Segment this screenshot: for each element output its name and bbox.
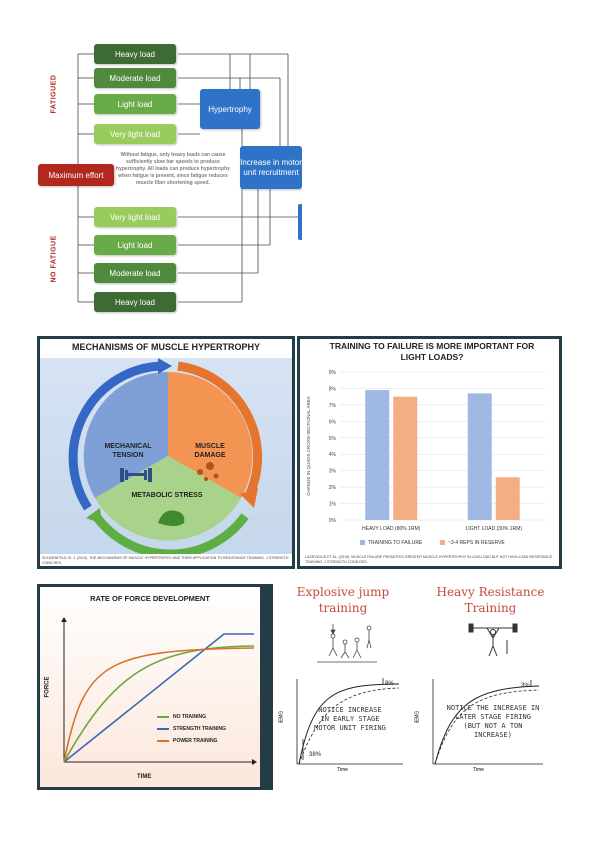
y-tick-label: 1% [329, 502, 337, 508]
legend-label: TRAINING TO FAILURE [368, 540, 423, 546]
x-axis-arrow [252, 759, 257, 765]
failure-bar-chart: 0% 1% 2% 3% 4% 5% 6% 7% 8% 9% CHANGE IN QUADS CROS… [306, 370, 545, 546]
failure-panel: TRAINING TO FAILURE IS MORE IMPORTANT FO… [297, 336, 562, 569]
nofatigue-heavy-load: Heavy load [94, 292, 176, 312]
y-tick-label: 6% [329, 419, 337, 425]
legend-strength-training: STRENGTH TRAINING [173, 726, 227, 732]
left-axis-y: iEMG [278, 710, 285, 724]
right-axis-x: Time [473, 767, 484, 773]
left-pct-top: 8% [385, 681, 394, 687]
rfd-xlabel: TIME [137, 774, 152, 780]
y-tick-label: 7% [329, 403, 337, 409]
y-tick-label: 0% [329, 518, 337, 524]
left-notice: NOTICE INCREASE IN EARLY STAGE MOTOR UNI… [314, 706, 386, 732]
category-label: HEAVY LOAD (80% 1RM) [362, 526, 421, 532]
right-axis-y: iEMG [414, 710, 421, 724]
nofatigue-very-light-load: Very light load [94, 207, 176, 227]
heavy-resistance-title: Heavy Resistance Training [436, 585, 545, 615]
motor-unit-recruitment-box: Increase in motor unit recruitment [240, 146, 302, 189]
left-axis-x: Time [337, 767, 348, 773]
y-axis-arrow [61, 617, 67, 622]
series-line [63, 647, 255, 763]
y-tick-label: 3% [329, 469, 337, 475]
bar [467, 393, 492, 520]
jumping-figures-icon [317, 624, 377, 663]
legend-swatch [360, 540, 365, 545]
right-pct: 3% [521, 683, 530, 689]
rfd-title: RATE OF FORCE DEVELOPMENT [90, 594, 210, 603]
fatigued-label: FATIGUED [50, 74, 58, 114]
series-line [63, 645, 255, 763]
hypertrophy-box: Hypertrophy [200, 89, 260, 129]
muscle-damage-icon [197, 462, 219, 481]
weightlifter-icon [468, 623, 518, 657]
metabolic-stress-label: METABOLIC STRESS [131, 492, 203, 499]
bar [495, 477, 520, 520]
failure-title: TRAINING TO FAILURE IS MORE IMPORTANT FO… [329, 341, 535, 362]
y-tick-label: 4% [329, 452, 337, 458]
no-fatigue-label: NO FATIGUE [50, 235, 58, 283]
bar [365, 390, 390, 520]
failure-citation: LASEVICIUS ET AL. (2019). MUSCLE FAILURE… [305, 555, 553, 564]
bar [393, 396, 418, 520]
series-line [63, 633, 254, 763]
fatigue-note: Without fatigue, only heavy loads can ca… [116, 152, 230, 186]
dumbbell-icon [120, 468, 152, 482]
flexed-arm-icon [158, 510, 185, 526]
flowchart-connectors [77, 53, 298, 303]
y-tick-label: 8% [329, 386, 337, 392]
category-label: LIGHT LOAD (30% 1RM) [466, 526, 523, 532]
maximum-effort-box: Maximum effort [38, 164, 114, 186]
fatigued-heavy-load: Heavy load [94, 44, 176, 64]
emg-drawings [296, 623, 543, 765]
fatigued-light-load: Light load [94, 94, 176, 114]
right-notice: NOTICE THE INCREASE IN LATER STAGE FIRIN… [446, 704, 540, 739]
y-axis-label: CHANGE IN QUADS CROSS-SECTIONAL AREA [306, 396, 311, 496]
y-tick-label: 2% [329, 485, 337, 491]
rfd-ylabel: FORCE [44, 676, 51, 698]
y-tick-label: 9% [329, 370, 337, 376]
explosive-title: Explosive jump training [296, 585, 390, 615]
emg-panel: Explosive jump training Heavy Resistance… [263, 584, 562, 790]
offpage-blue-box [298, 204, 302, 240]
mechanisms-panel: MECHANISMS OF MUSCLE HYPERTROPHY MECHANI… [37, 336, 295, 569]
rfd-legend: NO TRAINING STRENGTH TRAINING POWER TRAI… [157, 714, 226, 744]
left-emg-graph [296, 678, 403, 765]
load-flowchart: FATIGUED NO FATIGUE Maximum effort Heavy… [30, 34, 302, 319]
fatigued-very-light-load: Very light load [94, 124, 176, 144]
mechanisms-citation: SCHOENFELD, B. J. (2010). THE MECHANISMS… [42, 556, 289, 565]
muscle-damage-label: MUSCLE DAMAGE [194, 443, 226, 459]
mechanical-tension-label: MECHANICAL TENSION [104, 443, 152, 459]
rfd-line-chart [61, 617, 257, 765]
nofatigue-moderate-load: Moderate load [94, 263, 176, 283]
right-emg-graph [432, 679, 543, 765]
legend-no-training: NO TRAINING [173, 714, 207, 720]
y-tick-label: 5% [329, 436, 337, 442]
nofatigue-light-load: Light load [94, 235, 176, 255]
fatigued-moderate-load: Moderate load [94, 68, 176, 88]
mechanisms-wheel [68, 358, 263, 554]
mechanisms-title: MECHANISMS OF MUSCLE HYPERTROPHY [71, 342, 260, 352]
left-pct-bottom: 38% [309, 752, 322, 758]
rfd-panel: RATE OF FORCE DEVELOPMENT FORCE TIME NO … [37, 584, 263, 790]
legend-label: ~3-4 REPS IN RESERVE [448, 540, 505, 546]
legend-power-training: POWER TRAINING [173, 738, 218, 744]
legend-swatch [440, 540, 445, 545]
